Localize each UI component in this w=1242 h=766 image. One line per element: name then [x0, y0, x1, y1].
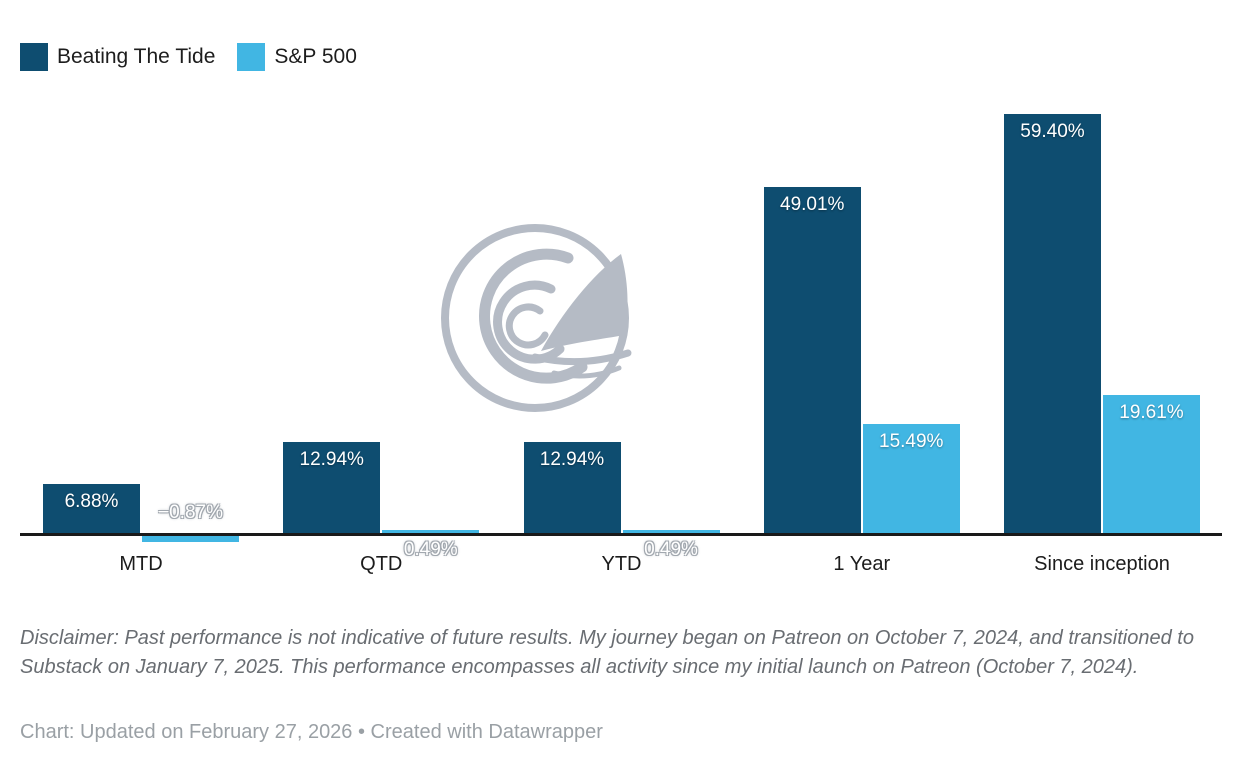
- bar-chart-area: Beating The Tide S&P 500 6.88% −0.87% MTD 1…: [20, 43, 1222, 575]
- legend-item-sp500: S&P 500: [237, 43, 357, 71]
- legend-label: S&P 500: [274, 45, 357, 68]
- bar-sp500: [142, 536, 239, 543]
- category-label: Since inception: [1034, 553, 1170, 575]
- bar-sp500: [622, 529, 720, 533]
- bar-beating-the-tide: [523, 441, 621, 533]
- value-label: 59.40%: [1020, 121, 1085, 143]
- value-label: 12.94%: [539, 448, 605, 470]
- legend-swatch-dark-blue: [20, 43, 48, 71]
- value-label: 19.61%: [1119, 401, 1184, 423]
- value-label: −0.87%: [158, 502, 223, 523]
- bar-beating-the-tide: [1004, 114, 1101, 533]
- legend-swatch-light-blue: [237, 43, 266, 71]
- bar-beating-the-tide: [763, 187, 861, 533]
- category-label: 1 Year: [833, 553, 891, 575]
- bar-beating-the-tide: [43, 484, 140, 533]
- value-label: 0.49%: [644, 539, 698, 560]
- legend: Beating The Tide S&P 500: [20, 43, 379, 71]
- disclaimer-text: Disclaimer: Past performance is not indi…: [20, 627, 1194, 678]
- value-label: 0.49%: [403, 539, 458, 560]
- bar-sp500: [382, 529, 480, 533]
- value-label: 12.94%: [299, 448, 364, 470]
- legend-item-beating-the-tide: Beating The Tide: [20, 43, 215, 71]
- bar-sp500: [862, 423, 960, 533]
- bar-beating-the-tide: [283, 441, 381, 533]
- bar-sp500: [1103, 394, 1200, 533]
- legend-label: Beating The Tide: [57, 45, 216, 68]
- category-label: QTD: [360, 553, 403, 575]
- value-label: 15.49%: [879, 430, 944, 452]
- x-axis-baseline: [20, 533, 1222, 536]
- category-label: MTD: [119, 553, 163, 575]
- footer-credit: Chart: Updated on February 27, 2026 • Cr…: [20, 721, 603, 743]
- wave-shark-logo-watermark: [441, 224, 632, 412]
- category-label: YTD: [601, 553, 642, 575]
- value-label: 49.01%: [780, 194, 845, 216]
- value-label: 6.88%: [64, 491, 119, 513]
